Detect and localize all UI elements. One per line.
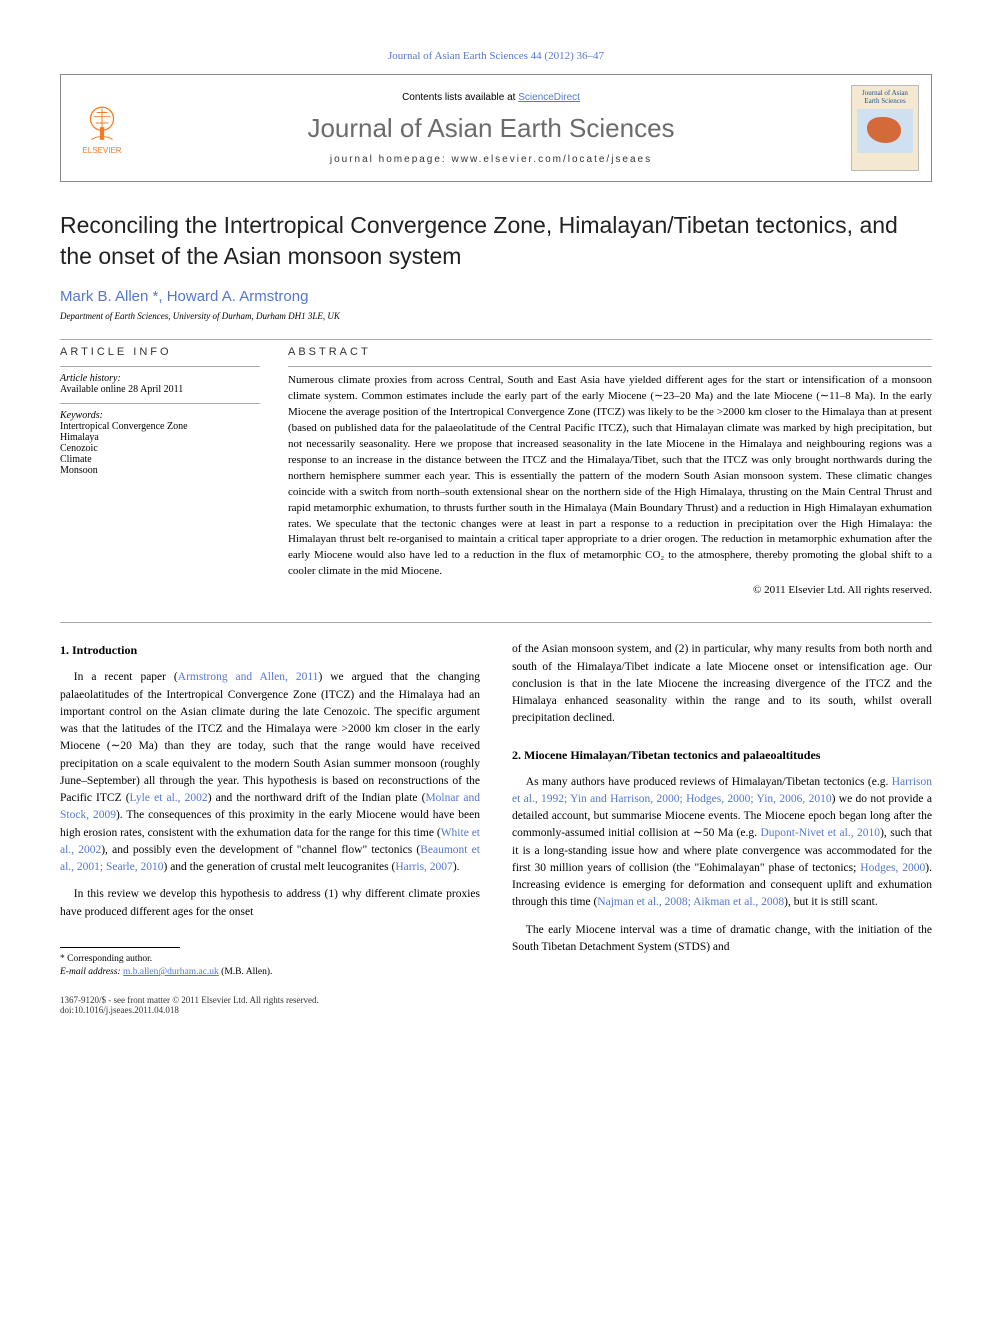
divider — [60, 403, 260, 404]
footnote-divider — [60, 947, 180, 948]
article-title: Reconciling the Intertropical Convergenc… — [60, 210, 932, 272]
elsevier-logo: ELSEVIER — [73, 96, 131, 160]
history-text: Available online 28 April 2011 — [60, 384, 260, 395]
text: ) and the generation of crustal melt leu… — [163, 861, 395, 873]
keyword: Himalaya — [60, 432, 260, 443]
text: ). — [453, 861, 460, 873]
citation-link[interactable]: Harris, 2007 — [395, 861, 453, 873]
sciencedirect-link[interactable]: ScienceDirect — [518, 92, 580, 103]
authors: Mark B. Allen *, Howard A. Armstrong — [60, 288, 932, 305]
citation-link[interactable]: Lyle et al., 2002 — [130, 792, 208, 804]
paragraph: The early Miocene interval was a time of… — [512, 922, 932, 957]
text: ), and possibly even the development of … — [101, 844, 420, 856]
text: As many authors have produced reviews of… — [526, 776, 892, 788]
keyword: Intertropical Convergence Zone — [60, 421, 260, 432]
section-heading: 2. Miocene Himalayan/Tibetan tectonics a… — [512, 746, 932, 764]
affiliation: Department of Earth Sciences, University… — [60, 311, 932, 321]
email-suffix: (M.B. Allen). — [219, 967, 273, 977]
keyword: Monsoon — [60, 465, 260, 476]
article-info: ARTICLE INFO Article history: Available … — [60, 346, 260, 596]
text: ) and the northward drift of the Indian … — [208, 792, 426, 804]
doi-line: doi:10.1016/j.jseaes.2011.04.018 — [60, 1005, 932, 1015]
elsevier-tree-icon — [81, 102, 123, 144]
corresponding-author-note: * Corresponding author. — [60, 953, 480, 966]
abstract: ABSTRACT Numerous climate proxies from a… — [288, 346, 932, 596]
journal-homepage: journal homepage: www.elsevier.com/locat… — [131, 154, 851, 165]
keywords-label: Keywords: — [60, 410, 260, 421]
text: ). The consequences of this proximity in… — [60, 809, 480, 838]
text: In a recent paper ( — [74, 671, 178, 683]
homepage-prefix: journal homepage: — [330, 154, 452, 165]
copyright: © 2011 Elsevier Ltd. All rights reserved… — [288, 584, 932, 596]
citation-link[interactable]: Armstrong and Allen, 2011 — [178, 671, 319, 683]
citation-link[interactable]: Dupont-Nivet et al., 2010 — [760, 827, 880, 839]
abstract-heading: ABSTRACT — [288, 346, 932, 358]
journal-citation-link[interactable]: Journal of Asian Earth Sciences 44 (2012… — [60, 50, 932, 62]
cover-title: Journal of Asian Earth Sciences — [856, 90, 914, 105]
article-info-heading: ARTICLE INFO — [60, 346, 260, 358]
section-heading: 1. Introduction — [60, 641, 480, 659]
paragraph: In a recent paper (Armstrong and Allen, … — [60, 669, 480, 876]
journal-header: ELSEVIER Contents lists available at Sci… — [60, 74, 932, 182]
paragraph-continuation: of the Asian monsoon system, and (2) in … — [512, 641, 932, 727]
divider — [288, 366, 932, 367]
header-center: Contents lists available at ScienceDirec… — [131, 92, 851, 165]
elsevier-label: ELSEVIER — [82, 146, 121, 155]
author-link[interactable]: Mark B. Allen *, Howard A. Armstrong — [60, 288, 308, 305]
paragraph: In this review we develop this hypothesi… — [60, 886, 480, 921]
email-label: E-mail address: — [60, 967, 123, 977]
journal-name: Journal of Asian Earth Sciences — [131, 113, 851, 144]
citation-link[interactable]: Hodges, 2000 — [860, 862, 925, 874]
text: ), but it is still scant. — [784, 896, 878, 908]
history-label: Article history: — [60, 373, 260, 384]
front-matter-line: 1367-9120/$ - see front matter © 2011 El… — [60, 995, 932, 1005]
homepage-url[interactable]: www.elsevier.com/locate/jseaes — [452, 154, 653, 165]
paragraph: As many authors have produced reviews of… — [512, 774, 932, 912]
citation-link[interactable]: Najman et al., 2008; Aikman et al., 2008 — [597, 896, 784, 908]
journal-cover-thumbnail: Journal of Asian Earth Sciences — [851, 85, 919, 171]
contents-prefix: Contents lists available at — [402, 92, 518, 103]
text: ) we argued that the changing palaeolati… — [60, 671, 480, 804]
divider — [60, 339, 932, 340]
keyword: Climate — [60, 454, 260, 465]
divider — [60, 622, 932, 623]
divider — [60, 366, 260, 367]
cover-map-icon — [857, 109, 913, 153]
body-columns: 1. Introduction In a recent paper (Armst… — [60, 641, 932, 979]
email-link[interactable]: m.b.allen@durham.ac.uk — [123, 967, 219, 977]
column-left: 1. Introduction In a recent paper (Armst… — [60, 641, 480, 979]
keyword: Cenozoic — [60, 443, 260, 454]
column-right: of the Asian monsoon system, and (2) in … — [512, 641, 932, 979]
email-footnote: E-mail address: m.b.allen@durham.ac.uk (… — [60, 966, 480, 979]
abstract-text: Numerous climate proxies from across Cen… — [288, 373, 932, 580]
contents-line: Contents lists available at ScienceDirec… — [131, 92, 851, 103]
